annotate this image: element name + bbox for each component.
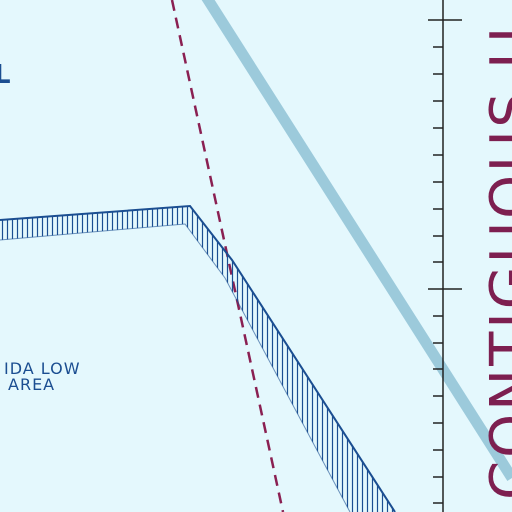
scale-bar [428,0,462,512]
contiguous-us-label: CONTIGUOUS U [479,24,512,500]
low-area-label-line2: AREA [8,375,55,394]
edge-letter-label: L [0,60,11,90]
low-area-label-line1: IDA LOW [4,359,81,378]
low-area-boundary [0,204,396,512]
airway-line [201,0,512,481]
